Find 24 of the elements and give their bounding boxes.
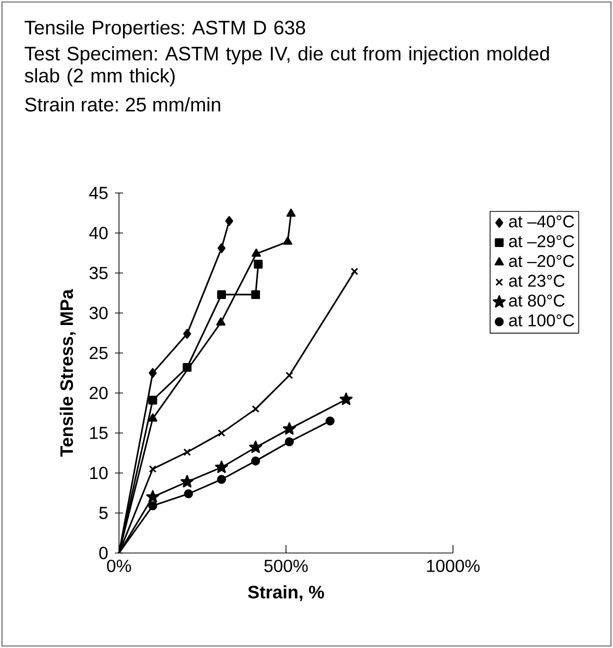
x-tick-label: 500% xyxy=(264,560,308,572)
legend-label: at –40°C xyxy=(509,215,574,228)
y-tick-label: 10 xyxy=(90,466,108,480)
y-tick-label: 30 xyxy=(90,306,108,320)
x-tick-label: 1000% xyxy=(427,560,480,572)
y-axis-title: Tensile Stress, MPa xyxy=(60,289,76,457)
chart-title: Tensile Properties: ASTM D 638 xyxy=(24,20,306,38)
y-tick-label: 0 xyxy=(99,546,108,560)
x-tick-label: 0% xyxy=(107,560,132,572)
chart-subtitle: Test Specimen: ASTM type IV, die cut from injection molded slab (2 mm thick) xyxy=(24,46,549,86)
legend-label: at 100°C xyxy=(509,314,574,326)
y-tick-label: 40 xyxy=(89,226,108,240)
y-tick-label: 35 xyxy=(90,266,108,280)
legend-label: at –29°C xyxy=(509,235,574,248)
y-tick-label: 20 xyxy=(90,386,108,400)
legend-label: at –20°C xyxy=(509,254,574,268)
legend-label: at 80°C xyxy=(509,294,565,307)
y-tick-label: 5 xyxy=(99,506,108,520)
text: Strain rate: 25 mm/min xyxy=(25,97,220,112)
x-axis-title: Strain, % xyxy=(248,585,324,602)
y-tick-label: 25 xyxy=(90,346,108,360)
legend-label: at 23°C xyxy=(509,274,565,287)
y-tick-label: 45 xyxy=(89,186,108,200)
y-tick-label: 15 xyxy=(90,426,108,440)
